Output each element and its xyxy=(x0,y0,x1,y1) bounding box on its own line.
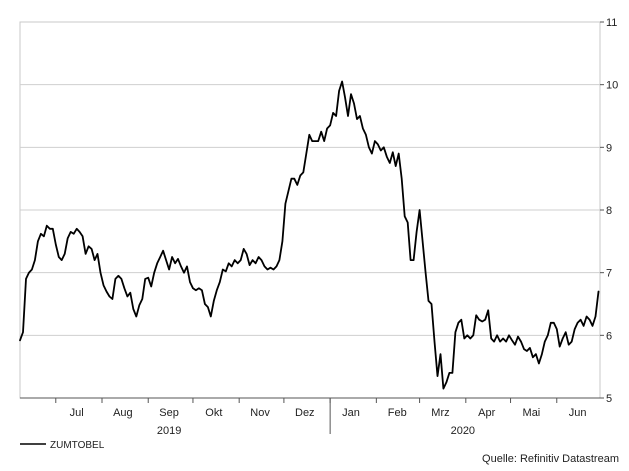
x-tick-label: Jul xyxy=(70,407,84,419)
x-tick-label: Mrz xyxy=(431,407,449,419)
legend-label: ZUMTOBEL xyxy=(50,440,105,451)
y-tick-label: 9 xyxy=(606,142,612,154)
year-label: 2019 xyxy=(157,425,181,437)
x-tick-label: Sep xyxy=(159,407,179,419)
x-tick-label: Nov xyxy=(250,407,270,419)
series-layer xyxy=(19,80,600,390)
y-tick-label: 11 xyxy=(606,17,617,29)
x-tick-label: Apr xyxy=(478,407,495,419)
legend: ZUMTOBEL xyxy=(20,440,105,451)
y-tick-label: 5 xyxy=(606,393,612,405)
y-tick-label: 10 xyxy=(606,80,618,92)
x-tick-label: Aug xyxy=(113,407,133,419)
y-axis: 5 6 7 8 9 10 11 xyxy=(600,17,618,405)
x-tick-label: Mai xyxy=(523,407,541,419)
year-label: 2020 xyxy=(451,425,475,437)
x-tick-label: Jun xyxy=(569,407,587,419)
source-note: Quelle: Refinitiv Datastream xyxy=(482,453,619,465)
x-tick-label: Jan xyxy=(342,407,360,419)
x-tick-label: Okt xyxy=(205,407,222,419)
y-tick-label: 8 xyxy=(606,205,612,217)
y-tick-label: 7 xyxy=(606,268,612,280)
y-tick-label: 6 xyxy=(606,330,612,342)
x-axis: Jul Aug Sep Okt Nov Dez Jan Feb Mrz Apr Mai Jun 2019… xyxy=(20,397,600,437)
x-tick-label: Dez xyxy=(295,407,315,419)
series-line-0 xyxy=(19,80,600,390)
x-tick-label: Feb xyxy=(388,407,407,419)
